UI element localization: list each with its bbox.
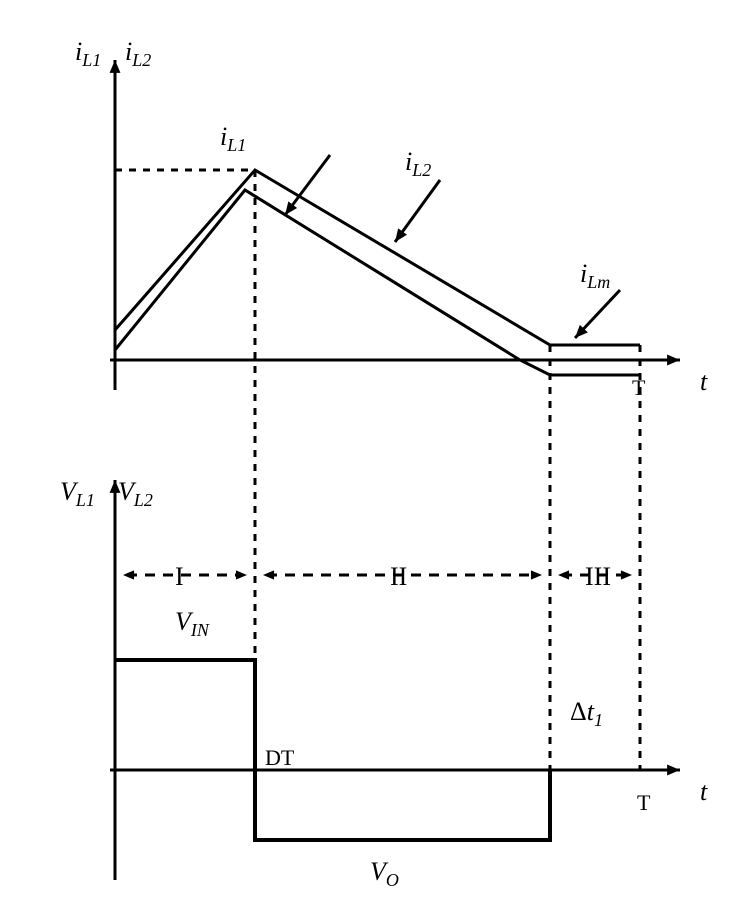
svg-text:t: t: [700, 367, 708, 396]
svg-text:VO: VO: [370, 857, 399, 890]
svg-text:T: T: [637, 790, 651, 815]
svg-text:I: I: [175, 562, 184, 591]
svg-text:VL2: VL2: [118, 477, 153, 510]
svg-text:iL2: iL2: [125, 37, 151, 70]
svg-text:III: III: [585, 562, 611, 591]
svg-text:Δt1: Δt1: [570, 697, 603, 730]
svg-text:iL2: iL2: [405, 147, 431, 180]
svg-text:DT: DT: [265, 745, 295, 770]
svg-text:T: T: [632, 375, 646, 400]
svg-text:VIN: VIN: [175, 607, 210, 640]
svg-text:iL1: iL1: [220, 122, 246, 155]
svg-text:iLm: iLm: [580, 259, 610, 292]
svg-text:VL1: VL1: [60, 477, 95, 510]
svg-text:t: t: [700, 777, 708, 806]
waveform-diagram: iL1iL2iLmiL1iL2TtVL1VL2IIIIIIVINDTVOΔt1T…: [20, 20, 743, 899]
svg-text:II: II: [390, 562, 407, 591]
svg-text:iL1: iL1: [75, 37, 101, 70]
